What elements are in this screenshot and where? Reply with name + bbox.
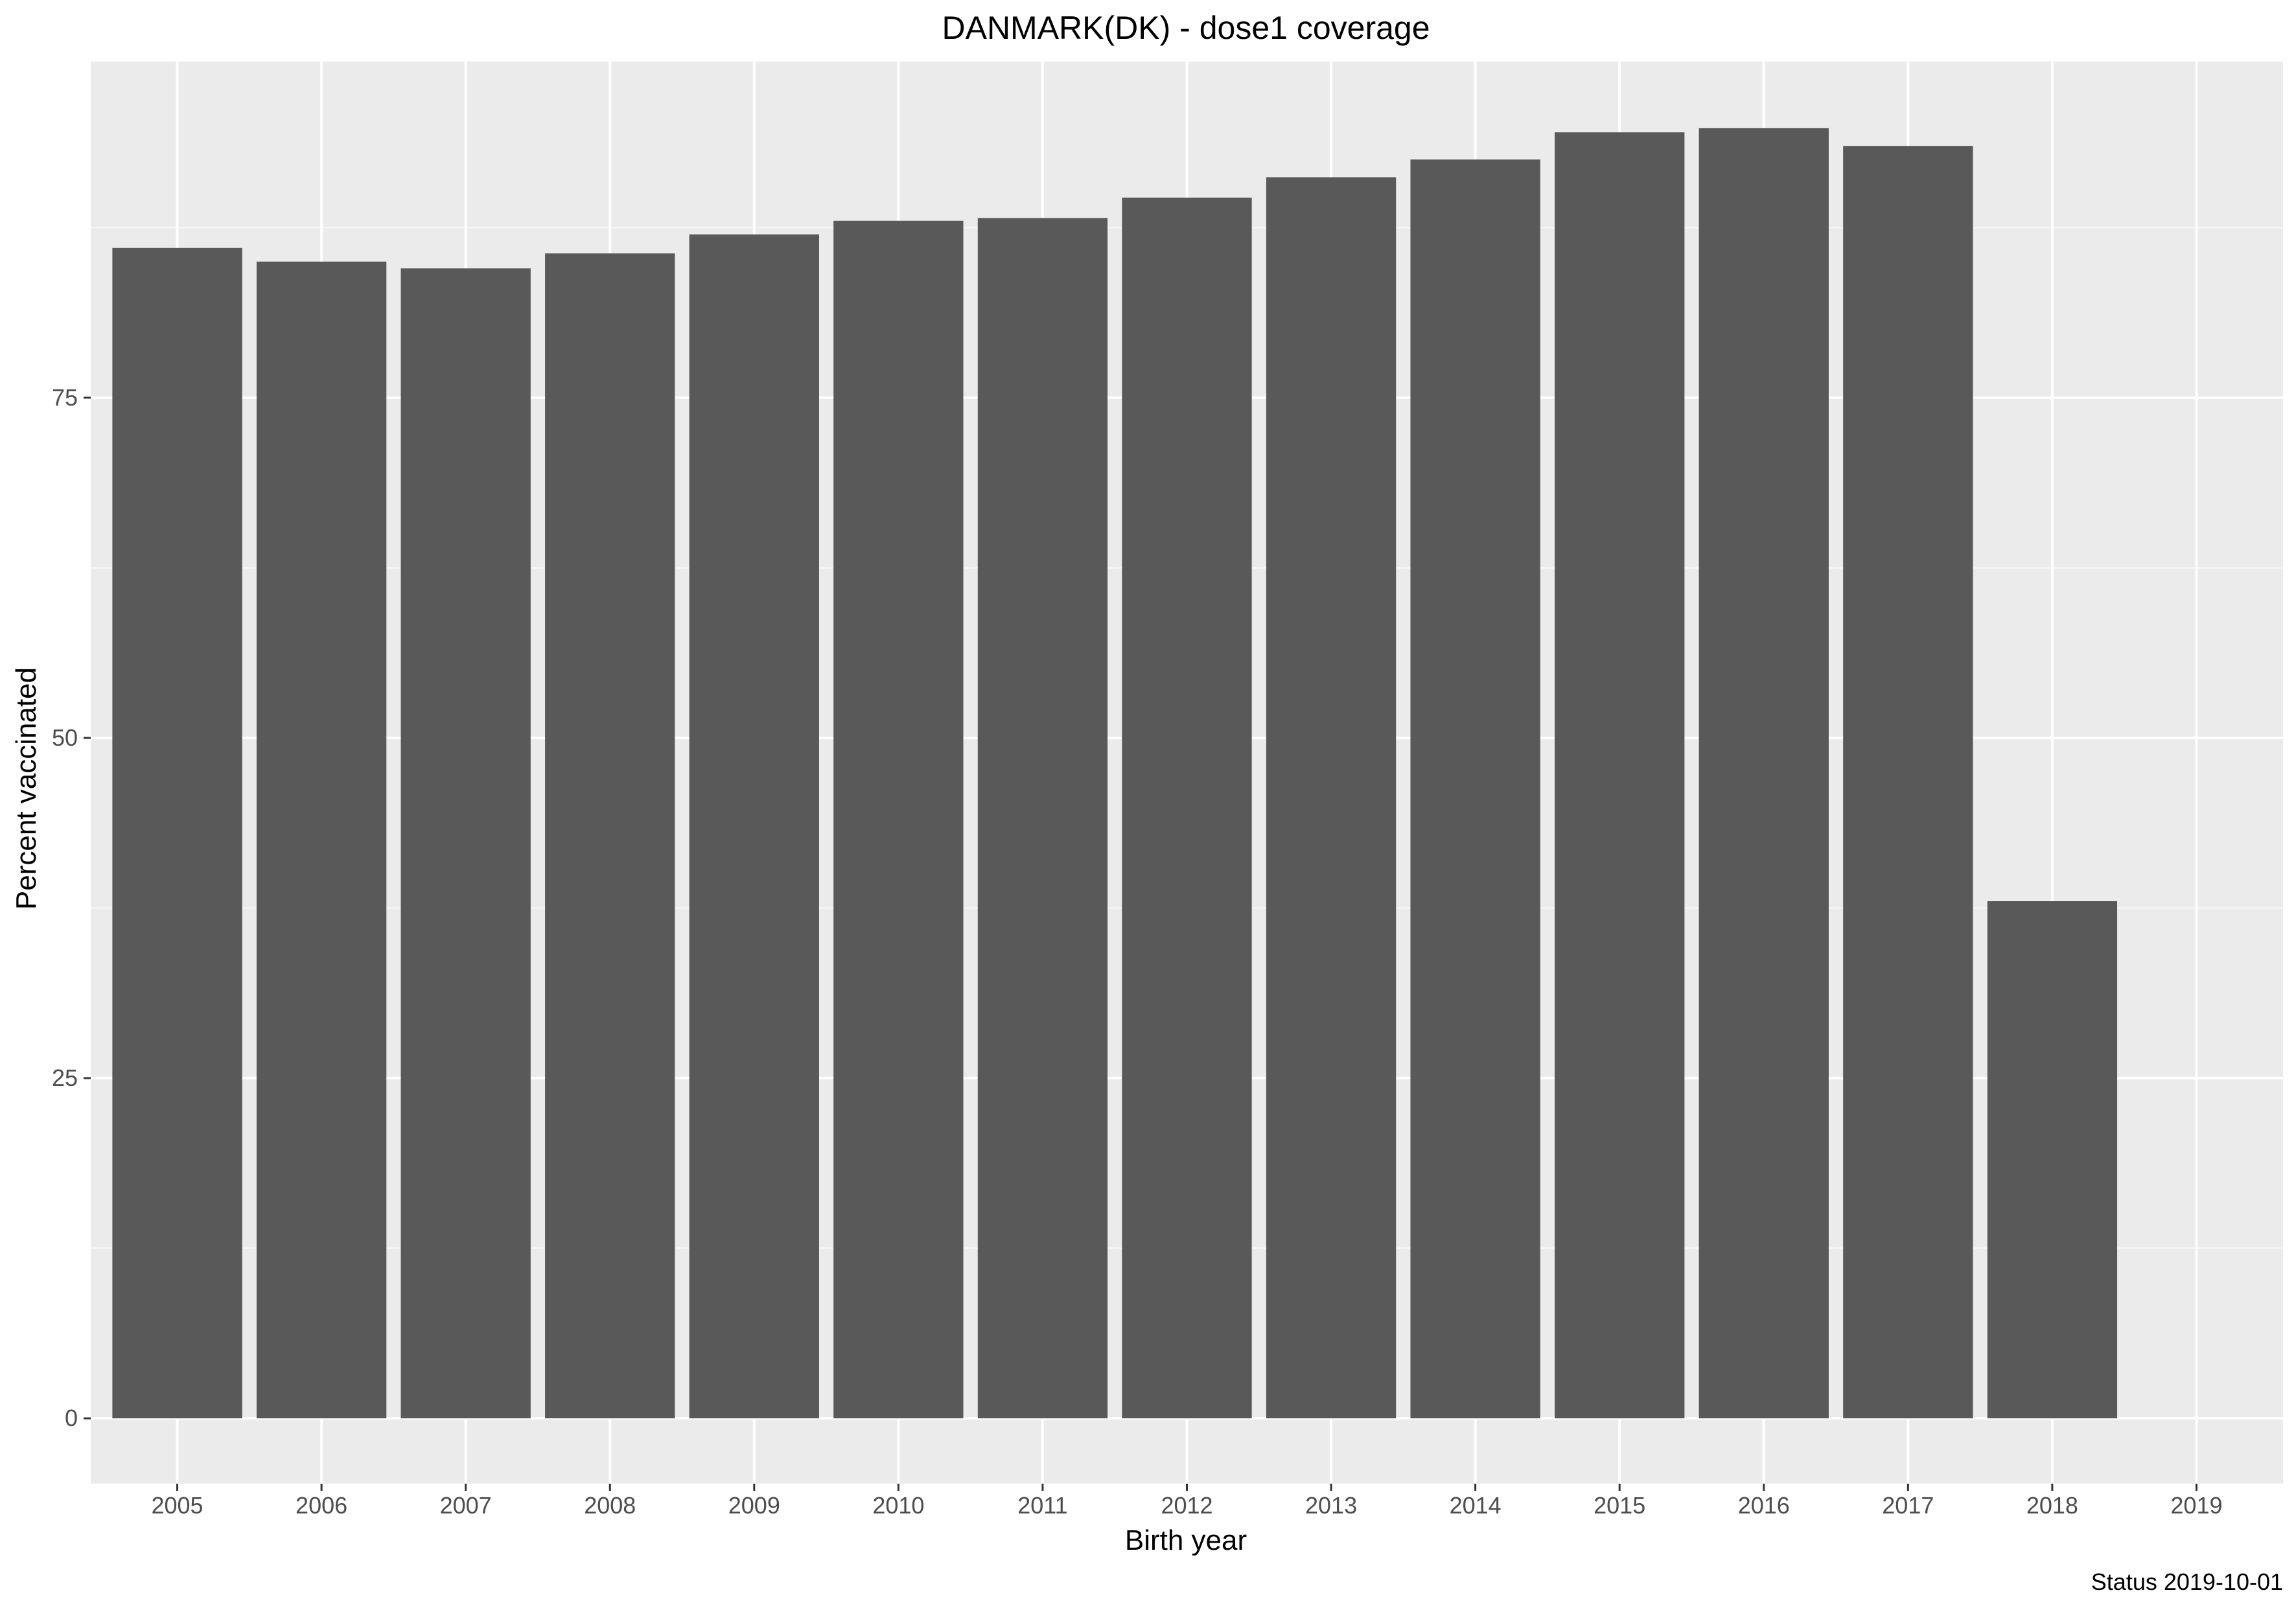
- bar-2008: [545, 253, 675, 1419]
- bar-2017: [1843, 146, 1973, 1419]
- x-tick-label: 2009: [728, 1492, 780, 1519]
- x-tick-label: 2015: [1594, 1492, 1645, 1519]
- x-tick-label: 2008: [584, 1492, 636, 1519]
- x-tick-label: 2010: [872, 1492, 924, 1519]
- bar-2005: [112, 247, 242, 1419]
- bar-2012: [1122, 198, 1252, 1419]
- x-tick-label: 2018: [2026, 1492, 2078, 1519]
- x-tick-label: 2016: [1738, 1492, 1790, 1519]
- bars: [112, 128, 2118, 1419]
- x-tick-label: 2014: [1450, 1492, 1502, 1519]
- bar-2016: [1699, 128, 1829, 1419]
- x-tick-label: 2013: [1305, 1492, 1357, 1519]
- x-tick-label: 2012: [1161, 1492, 1212, 1519]
- y-tick-label: 25: [52, 1064, 78, 1091]
- x-tick-label: 2005: [151, 1492, 203, 1519]
- x-axis-title: Birth year: [1125, 1524, 1247, 1556]
- bar-2011: [977, 218, 1108, 1419]
- bar-2009: [689, 234, 819, 1419]
- x-tick-label: 2019: [2170, 1492, 2222, 1519]
- x-tick-label: 2007: [440, 1492, 492, 1519]
- bar-2014: [1410, 159, 1540, 1419]
- y-tick-label: 75: [52, 384, 78, 411]
- x-tick-label: 2017: [1882, 1492, 1934, 1519]
- chart-title: DANMARK(DK) - dose1 coverage: [942, 10, 1430, 46]
- y-axis-title: Percent vaccinated: [10, 667, 42, 910]
- bar-2018: [1987, 901, 2118, 1419]
- bar-2010: [833, 220, 964, 1419]
- y-tick-label: 50: [52, 724, 78, 751]
- bar-2007: [400, 268, 531, 1419]
- x-tick-label: 2011: [1017, 1492, 1067, 1519]
- x-tick-label: 2006: [296, 1492, 347, 1519]
- bar-2013: [1266, 177, 1397, 1419]
- x-axis: 2005 2006 2007 2008 2009 2010 2011 2012 2013 2014…: [151, 1484, 2223, 1519]
- bar-2015: [1555, 132, 1685, 1419]
- status-caption: Status 2019-10-01: [2091, 1569, 2283, 1595]
- y-axis: 0 25 50 75: [52, 384, 91, 1431]
- bar-2006: [256, 261, 387, 1419]
- y-tick-label: 0: [65, 1405, 78, 1431]
